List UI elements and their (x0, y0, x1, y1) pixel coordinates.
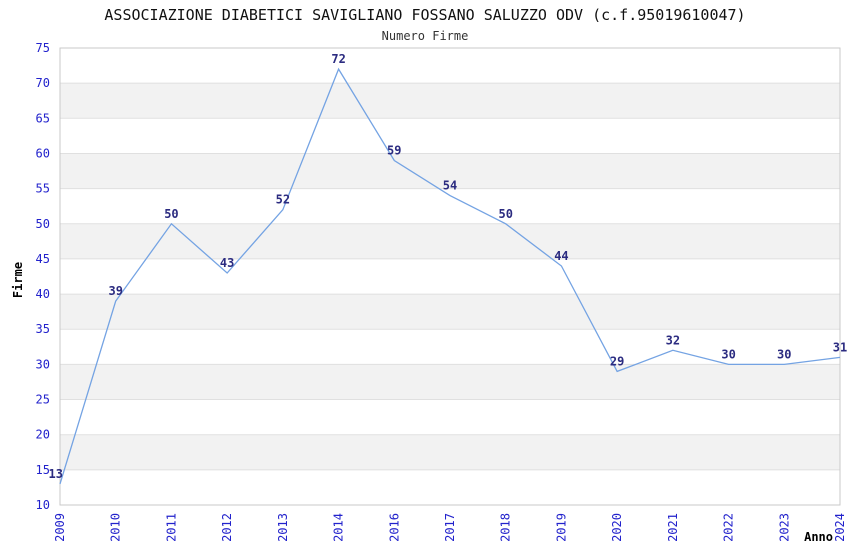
y-tick-label: 70 (36, 76, 50, 90)
y-tick-label: 60 (36, 146, 50, 160)
x-axis-tick-labels: 2009 2010 2011 2012 2013 2014 2016 2017 2018 2019… (53, 513, 847, 542)
x-tick-label: 2019 (554, 513, 568, 542)
plot-band (60, 83, 840, 119)
y-tick-label: 10 (36, 498, 50, 512)
y-tick-label: 20 (36, 428, 50, 442)
y-axis-title: Firme (11, 262, 25, 298)
data-label: 52 (276, 193, 290, 207)
plot-bands (60, 83, 840, 470)
data-label: 13 (49, 467, 63, 481)
y-tick-label: 45 (36, 252, 50, 266)
y-tick-label: 15 (36, 463, 50, 477)
y-tick-label: 65 (36, 111, 50, 125)
chart-subtitle: Numero Firme (382, 29, 469, 43)
x-tick-label: 2011 (164, 513, 178, 542)
x-tick-label: 2021 (666, 513, 680, 542)
data-label: 72 (331, 52, 345, 66)
data-label: 32 (666, 333, 680, 347)
plot-band (60, 364, 840, 400)
series-line (59, 67, 841, 485)
x-tick-label: 2020 (610, 513, 624, 542)
data-label: 54 (443, 179, 457, 193)
y-tick-label: 30 (36, 357, 50, 371)
data-label: 50 (498, 207, 512, 221)
x-axis-title: Anno (804, 530, 833, 544)
chart-title: ASSOCIAZIONE DIABETICI SAVIGLIANO FOSSAN… (104, 6, 745, 24)
data-label: 50 (164, 207, 178, 221)
x-tick-label: 2013 (276, 513, 290, 542)
plot-band (60, 153, 840, 189)
data-label: 59 (387, 143, 401, 157)
data-label: 44 (554, 249, 568, 263)
data-label: 30 (721, 347, 735, 361)
data-label: 30 (777, 347, 791, 361)
y-tick-label: 50 (36, 217, 50, 231)
plot-band (60, 294, 840, 330)
x-tick-label: 2022 (722, 513, 736, 542)
y-tick-label: 55 (36, 182, 50, 196)
plot-band (60, 223, 840, 259)
plot-border (59, 47, 841, 506)
x-tick-label: 2018 (499, 513, 513, 542)
x-tick-label: 2009 (53, 513, 67, 542)
x-tick-label: 2012 (220, 513, 234, 542)
y-tick-label: 35 (36, 322, 50, 336)
data-label: 39 (108, 284, 122, 298)
data-label: 43 (220, 256, 234, 270)
plot-band (60, 434, 840, 470)
data-labels: 13 39 50 43 52 72 59 54 50 44 29 32 30 30 31 (49, 52, 848, 481)
y-tick-label: 25 (36, 393, 50, 407)
x-tick-label: 2024 (833, 513, 847, 542)
x-tick-label: 2010 (109, 513, 123, 542)
x-tick-label: 2023 (777, 513, 791, 542)
data-label: 29 (610, 354, 624, 368)
y-tick-label: 75 (36, 41, 50, 55)
data-label: 31 (833, 340, 847, 354)
x-tick-label: 2016 (387, 513, 401, 542)
x-tick-label: 2014 (332, 513, 346, 542)
y-axis-tick-labels: 10 15 20 25 30 35 40 45 50 55 60 65 70 75 (36, 41, 50, 512)
y-tick-label: 40 (36, 287, 50, 301)
gridlines (60, 47, 840, 506)
x-tick-label: 2017 (443, 513, 457, 542)
